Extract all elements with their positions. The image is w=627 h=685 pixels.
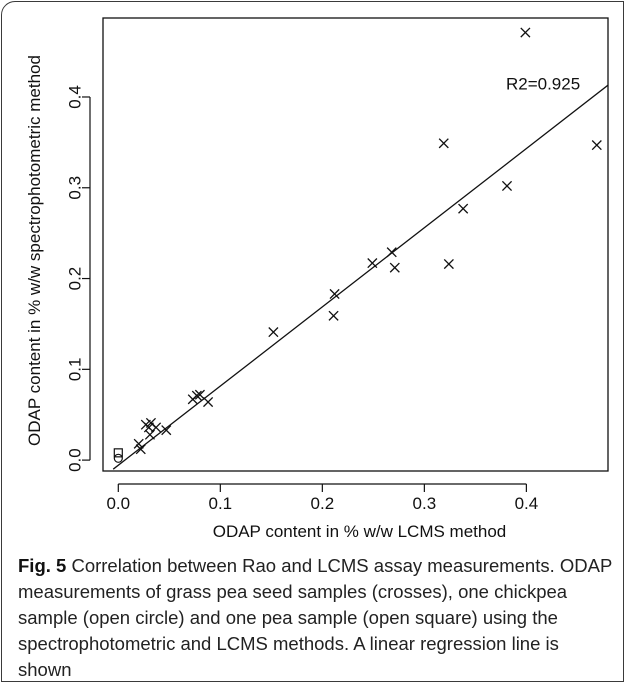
cross-stroke (161, 425, 172, 436)
cross-stroke (367, 258, 378, 269)
cross-stroke (501, 180, 513, 192)
regression-line (112, 84, 608, 470)
data-point-cross (386, 247, 397, 258)
data-point-cross (268, 327, 279, 338)
data-point-cross (443, 258, 454, 270)
data-point-cross (501, 180, 513, 192)
data-point-cross (329, 288, 340, 300)
x-tick-label: 0.4 (515, 494, 539, 513)
cross-stroke (150, 422, 162, 433)
cross-stroke (203, 396, 214, 408)
data-point-cross (150, 422, 162, 433)
x-tick-label: 0.3 (413, 494, 437, 513)
data-point-cross (203, 396, 214, 408)
data-point-cross (194, 389, 205, 400)
data-point-cross (144, 429, 155, 440)
scatter-chart: 0.0 0.1 0.2 0.3 0.4 0.0 0.1 0.2 0.3 0.4 ODAP conte… (25, 17, 609, 541)
figure-caption: Fig. 5 Correlation between Rao and LCMS … (18, 553, 613, 683)
x-tick-label: 0.1 (209, 494, 233, 513)
y-tick-label: 0.0 (65, 448, 84, 472)
y-tick-label: 0.2 (65, 267, 84, 291)
data-point-cross (389, 262, 400, 273)
data-point-cross (191, 390, 202, 401)
data-point-circle (113, 453, 123, 463)
data-point-square (113, 448, 123, 458)
cross-stroke (458, 203, 469, 214)
caption-text: Correlation between Rao and LCMS assay m… (18, 555, 612, 680)
y-tick-label: 0.1 (65, 358, 84, 382)
cross-stroke (329, 288, 340, 300)
cross-stroke (520, 27, 531, 38)
y-axis-label: ODAP content in % w/w spectrophotometric… (25, 55, 44, 446)
y-tick-label: 0.4 (65, 85, 84, 109)
x-axis-label: ODAP content in % w/w LCMS method (213, 522, 507, 541)
cross-stroke (328, 310, 339, 321)
x-tick-label: 0.0 (106, 494, 130, 513)
cross-stroke (144, 429, 155, 440)
cross-stroke (133, 438, 144, 449)
data-point-cross (135, 444, 146, 455)
data-point-cross (328, 310, 339, 321)
cross-stroke (135, 444, 146, 455)
data-point-cross (520, 27, 531, 38)
cross-stroke (389, 262, 400, 273)
cross-stroke (591, 140, 602, 151)
cross-stroke (145, 417, 157, 428)
data-point-cross (161, 425, 172, 436)
cross-stroke (268, 327, 279, 338)
r2-annotation: R2=0.925 (506, 75, 580, 94)
cross-stroke (443, 258, 454, 270)
y-tick-label: 0.3 (65, 176, 84, 200)
cross-stroke (386, 247, 397, 258)
data-point-cross (367, 258, 378, 269)
cross-stroke (191, 390, 202, 401)
data-point-cross (438, 138, 449, 149)
data-point-cross (591, 140, 602, 151)
cross-stroke (438, 138, 449, 149)
figure-label: Fig. 5 (18, 555, 67, 576)
data-point-cross (133, 438, 144, 449)
data-point-cross (458, 203, 469, 214)
cross-stroke (194, 389, 205, 400)
x-tick-label: 0.2 (311, 494, 335, 513)
plot-border (102, 17, 609, 472)
